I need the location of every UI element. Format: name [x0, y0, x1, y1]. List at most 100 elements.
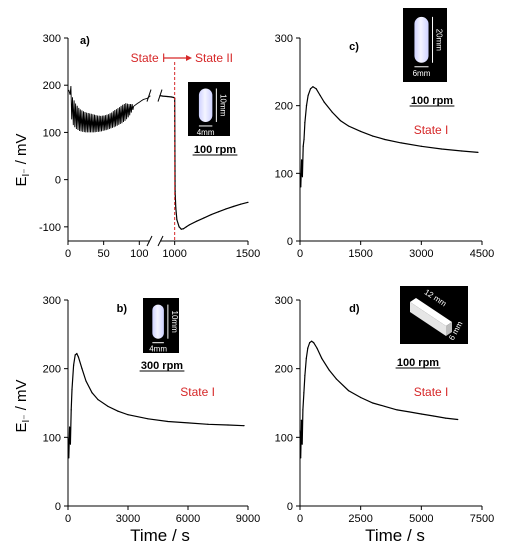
a-x-tick-label: 50: [98, 248, 110, 260]
a-data-point: [176, 219, 178, 221]
b-dim-length: 10mm: [170, 311, 179, 334]
a-data-point: [180, 228, 182, 230]
a-data-point: [225, 208, 227, 210]
a-state-arrowhead: [186, 55, 192, 61]
a-data-point: [203, 217, 205, 219]
d-data-point: [384, 405, 386, 408]
a-data-point: [175, 207, 177, 209]
b-state-label: State I: [180, 385, 215, 399]
c-y-tick-label: 200: [275, 101, 293, 113]
c-y-tick-label: 300: [275, 33, 293, 45]
a-state-to-label: State II: [195, 51, 233, 65]
b-rpm-label: 300 rpm: [141, 360, 183, 372]
c-data-point: [303, 138, 305, 141]
c-x-tick-label: 0: [297, 248, 303, 260]
d-data-point: [360, 396, 362, 399]
d-x-tick-label: 2500: [348, 513, 372, 525]
c-data-point: [305, 105, 308, 107]
a-dim-length: 10mm: [218, 94, 227, 117]
b-x-tick-label: 0: [65, 513, 71, 525]
c-data-point: [420, 145, 422, 147]
c-data-point: [301, 176, 304, 178]
b-x-tick-label: 9000: [236, 513, 260, 525]
d-data-point: [432, 415, 435, 417]
a-data-point: [232, 205, 234, 208]
a-data-point: [188, 224, 190, 226]
a-data-point: [182, 228, 185, 230]
d-data-point: [300, 419, 303, 421]
b-data-point: [107, 405, 109, 408]
c-data-point: [477, 151, 479, 153]
b-data-point: [227, 424, 229, 426]
a-data-point: [196, 220, 198, 222]
c-data-point: [300, 186, 302, 188]
c-data-point: [304, 121, 306, 124]
a-axis-break-mark: [157, 235, 164, 247]
x-axis-label-right: Time / s: [365, 526, 425, 545]
c-data-point: [302, 145, 304, 147]
a-x-tick-label: 100: [130, 248, 148, 260]
d-x-tick-label: 7500: [470, 513, 494, 525]
b-data-point: [69, 426, 71, 428]
a-data-point: [218, 211, 220, 213]
a-data-point: [174, 190, 176, 193]
c-dim-width: 6mm: [413, 69, 431, 78]
a-data-point: [162, 95, 164, 97]
b-x-tick-label: 6000: [176, 513, 200, 525]
a-x-tick-label: 1000: [162, 248, 186, 260]
c-data-point: [400, 142, 402, 144]
b-data-point: [71, 388, 73, 390]
a-y-tick-label: 0: [55, 175, 61, 187]
a-y-tick-label: 100: [43, 127, 61, 139]
c-data-point: [309, 88, 312, 90]
c-data-point: [372, 135, 374, 137]
d-bar-magnet-top: [410, 298, 452, 326]
b-y-tick-label: 0: [55, 501, 61, 513]
b-data-point: [76, 352, 78, 355]
d-data-point: [445, 417, 447, 419]
d-data-point: [302, 409, 304, 411]
d-y-tick-label: 300: [275, 295, 293, 307]
b-dim-width: 4mm: [149, 345, 167, 354]
b-data-point: [167, 420, 169, 423]
a-data-point: [247, 201, 249, 203]
b-data-point: [91, 392, 93, 394]
a-x-tick-label: 1500: [236, 248, 260, 260]
b-data-point: [147, 418, 149, 420]
d-data-point: [305, 357, 307, 359]
c-data-point: [461, 150, 463, 152]
a-data-point: [171, 96, 173, 98]
c-data-point: [331, 111, 333, 114]
d-data-point: [396, 409, 398, 411]
d-bar-magnet-end: [446, 322, 452, 336]
d-data-point: [420, 413, 422, 415]
a-axis-break-mark: [146, 235, 153, 247]
c-data-point: [301, 159, 303, 161]
d-bar-magnet-face: [410, 302, 446, 336]
d-series-line: [299, 340, 458, 458]
b-y-tick-label: 100: [43, 432, 61, 444]
a-curve-break-mark: [146, 89, 152, 102]
c-x-tick-label: 4500: [470, 248, 494, 260]
b-data-point: [77, 356, 79, 358]
y-axis-label-top: EI⁻ / mV: [13, 133, 32, 186]
a-series-line-right: [159, 95, 249, 230]
x-axis-label-left: Time / s: [130, 526, 190, 545]
y-axis-label-bottom: EI⁻ / mV: [13, 379, 32, 432]
a-y-tick-label: -100: [39, 222, 61, 234]
a-state-from-label: State I: [131, 51, 166, 65]
b-rod-magnet: [152, 304, 164, 339]
d-data-point: [328, 369, 330, 371]
a-data-point: [178, 226, 180, 228]
a-series-line-left: [68, 85, 151, 133]
c-panel-label: c): [349, 41, 359, 53]
d-data-point: [372, 402, 374, 404]
d-x-tick-label: 0: [297, 513, 303, 525]
d-data-point: [311, 340, 313, 342]
a-dim-width: 4mm: [197, 128, 215, 137]
a-y-tick-label: 300: [43, 33, 61, 45]
b-data-point: [207, 423, 209, 425]
d-data-point: [304, 374, 306, 377]
d-data-point: [335, 378, 337, 380]
